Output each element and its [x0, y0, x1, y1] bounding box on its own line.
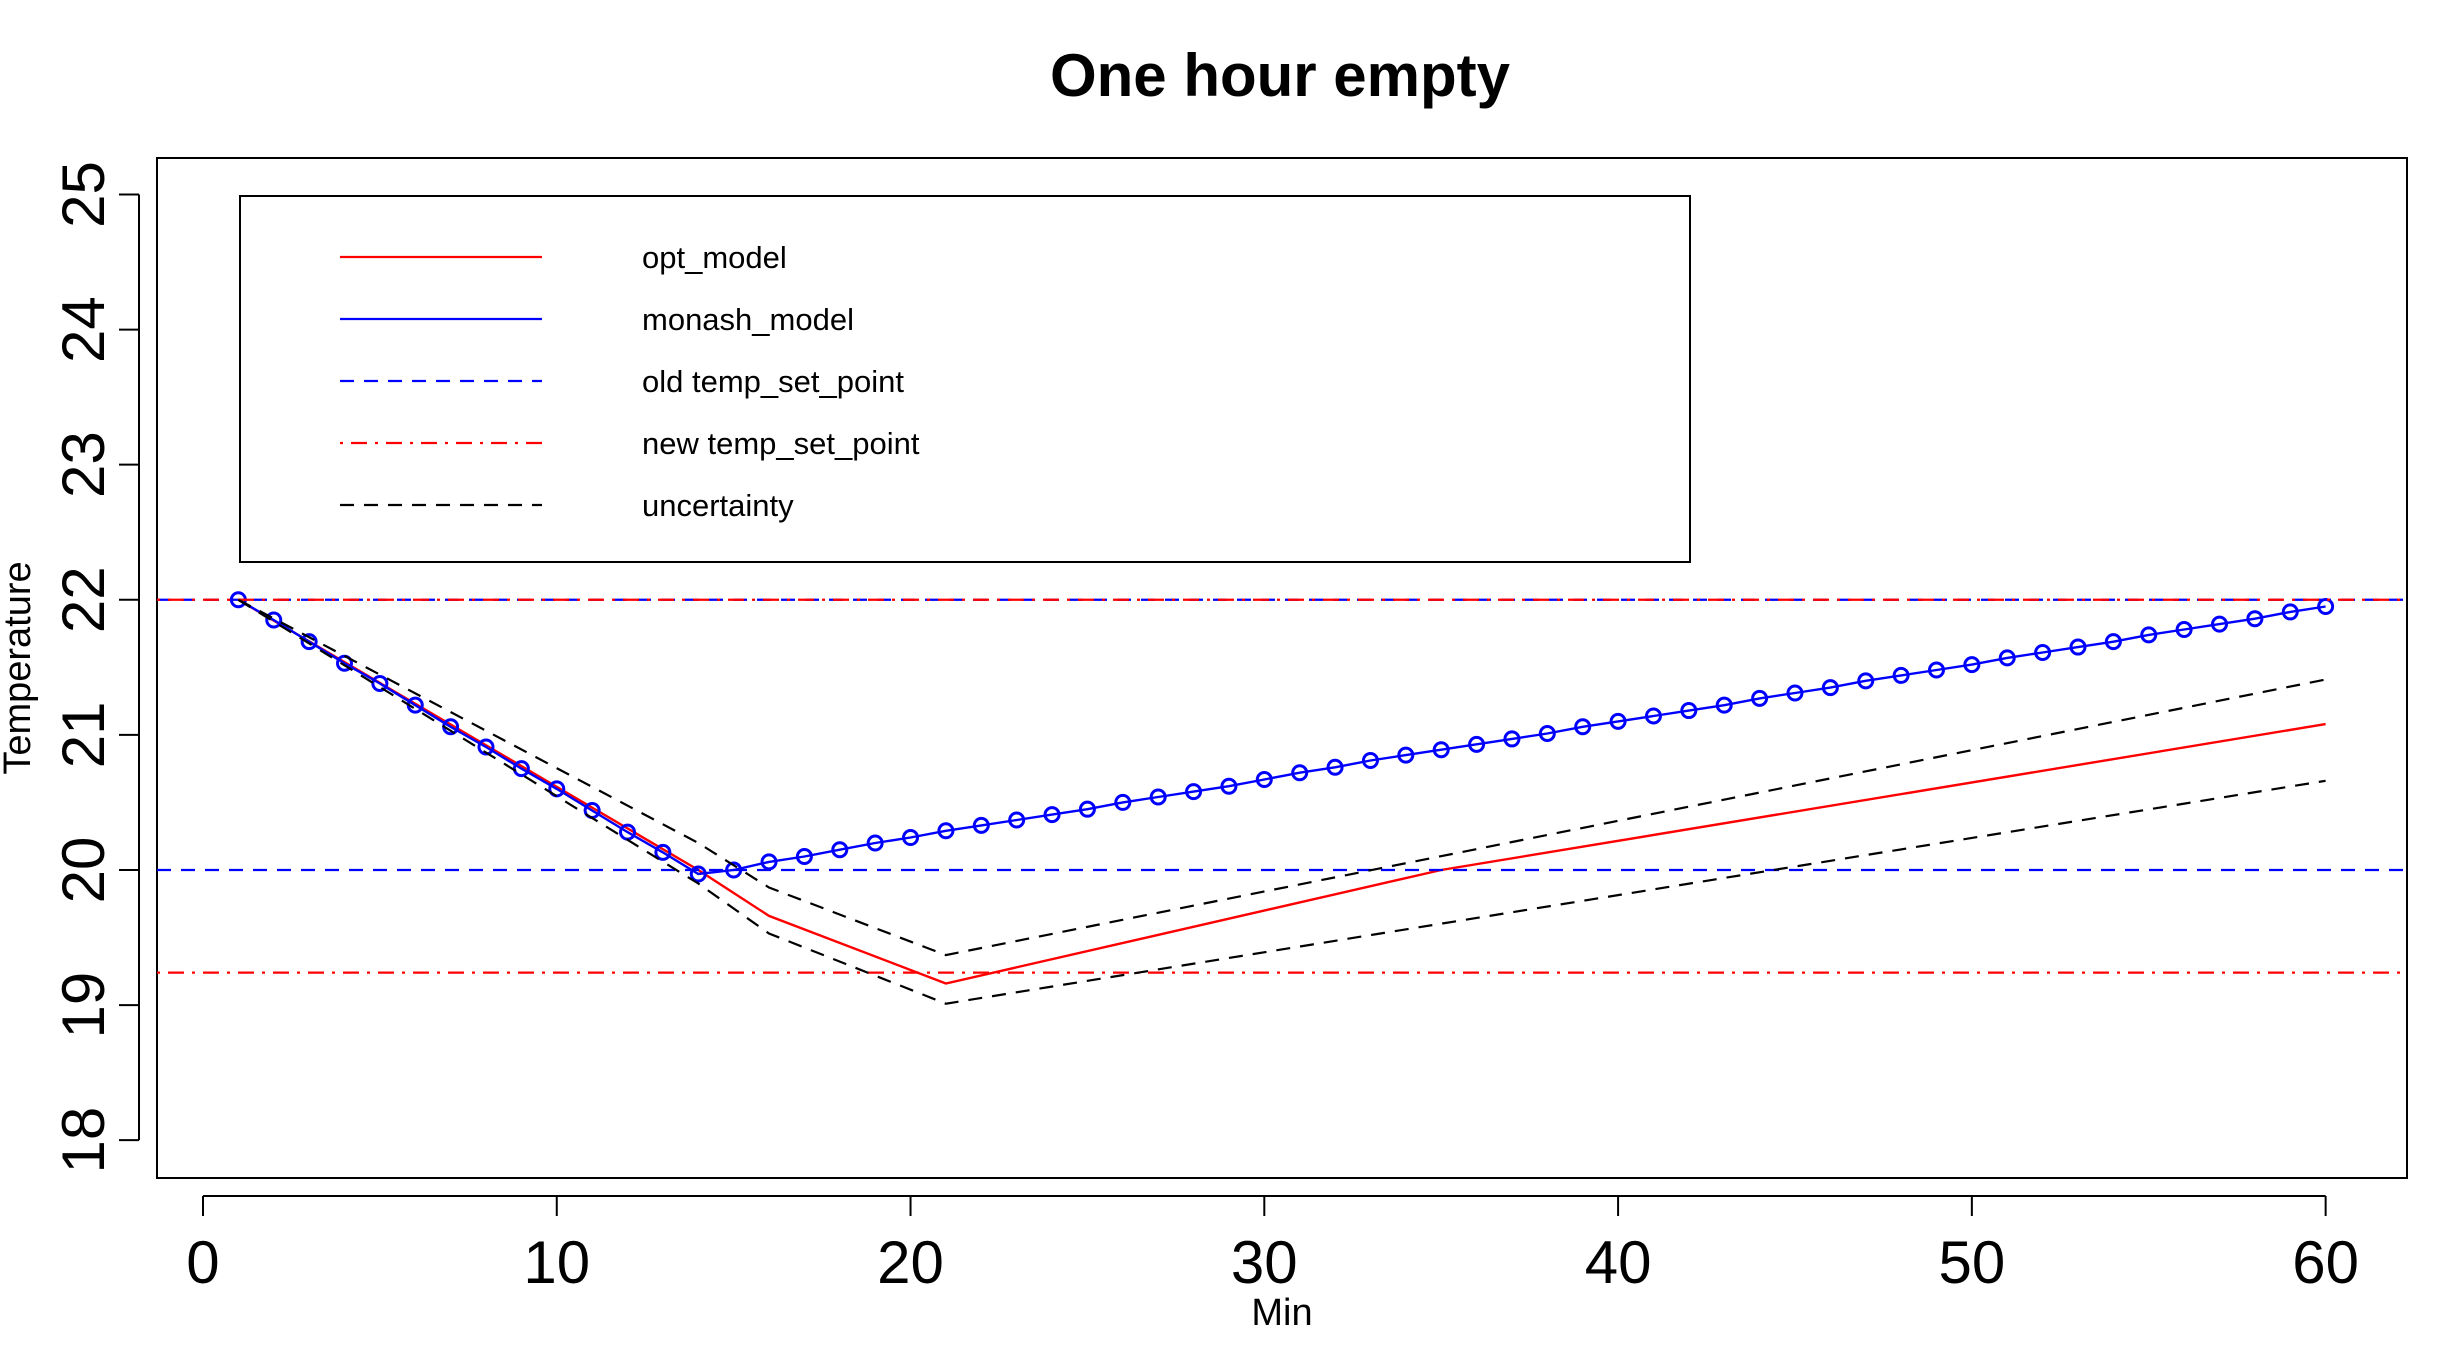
x-tick-label: 40 — [1585, 1229, 1652, 1296]
x-tick-label: 0 — [186, 1229, 219, 1296]
y-axis: 18 19 20 21 22 23 24 25 — [50, 161, 140, 1174]
data-point — [1892, 666, 1910, 684]
data-point — [1078, 800, 1096, 818]
data-point — [1751, 689, 1769, 707]
data-point — [1821, 679, 1839, 697]
plot-frame — [156, 157, 2408, 1179]
series-uncertainty — [237, 598, 2326, 1005]
y-tick-label: 21 — [50, 701, 117, 768]
y-tick-label: 19 — [50, 972, 117, 1039]
data-point — [760, 853, 778, 871]
y-tick-label: 25 — [50, 161, 117, 228]
data-point — [265, 611, 283, 629]
x-tick-label: 20 — [877, 1229, 944, 1296]
data-point — [2281, 603, 2299, 621]
legend-label: uncertainty — [642, 488, 794, 523]
x-axis-label: Min — [1251, 1292, 1312, 1334]
data-point — [1786, 684, 1804, 702]
data-point — [1927, 661, 1945, 679]
data-point — [1043, 806, 1061, 824]
data-point — [1255, 770, 1273, 788]
data-point — [1644, 707, 1662, 725]
data-point — [1185, 783, 1203, 801]
data-point — [1998, 649, 2016, 667]
x-axis: 0 10 20 30 40 50 60 — [186, 1195, 2359, 1296]
legend-label: new temp_set_point — [642, 426, 920, 461]
data-point — [512, 760, 530, 778]
data-point — [654, 843, 672, 861]
chart-title: One hour empty — [1050, 42, 1511, 109]
data-point — [1715, 696, 1733, 714]
data-point — [866, 834, 884, 852]
data-point — [1574, 718, 1592, 736]
series-new-temp-set-point — [157, 598, 2407, 974]
data-point — [1114, 793, 1132, 811]
series-line — [237, 598, 2326, 876]
data-point — [1857, 672, 1875, 690]
data-point — [2211, 615, 2228, 633]
y-tick-label: 24 — [50, 296, 117, 363]
data-point — [1008, 811, 1026, 829]
y-tick-label: 18 — [50, 1107, 117, 1174]
data-point — [1326, 758, 1344, 776]
data-point — [937, 822, 955, 840]
data-point — [1609, 712, 1627, 730]
data-point — [2140, 626, 2158, 644]
data-point — [689, 865, 707, 883]
data-point — [795, 847, 813, 865]
x-tick-label: 60 — [2292, 1229, 2359, 1296]
data-point — [371, 675, 389, 693]
legend-label: monash_model — [642, 302, 854, 337]
data-point — [300, 633, 318, 651]
data-point — [1680, 702, 1698, 720]
data-point — [2069, 638, 2087, 656]
data-point — [1432, 741, 1450, 759]
data-point — [2104, 633, 2122, 651]
y-tick-label: 22 — [50, 566, 117, 633]
y-tick-label: 20 — [50, 837, 117, 904]
x-tick-label: 10 — [523, 1229, 590, 1296]
legend-box — [239, 195, 1691, 563]
series-opt-model — [237, 598, 2326, 985]
data-point — [2034, 643, 2052, 661]
data-point — [1361, 752, 1379, 770]
x-tick-label: 50 — [1938, 1229, 2005, 1296]
data-point — [972, 816, 990, 834]
legend-label: old temp_set_point — [642, 364, 904, 399]
data-point — [831, 841, 849, 859]
series-layer — [157, 591, 2407, 1005]
data-point — [1538, 725, 1556, 743]
data-point — [1468, 735, 1486, 753]
uncertainty-line — [237, 598, 2326, 1005]
uncertainty-line — [237, 598, 2326, 957]
legend-label: opt_model — [642, 240, 787, 275]
data-point — [1291, 764, 1309, 782]
data-point — [1397, 746, 1415, 764]
series-line — [237, 598, 2326, 985]
data-point — [477, 738, 495, 756]
data-point — [2246, 610, 2264, 628]
series-monash-model — [229, 591, 2335, 883]
y-axis-label: Temperature — [0, 561, 39, 774]
y-tick-label: 23 — [50, 431, 117, 498]
data-point — [1149, 788, 1167, 806]
data-point — [902, 829, 920, 847]
data-point — [1963, 656, 1981, 674]
data-point — [1503, 730, 1521, 748]
x-tick-label: 30 — [1231, 1229, 1298, 1296]
data-point — [1220, 777, 1238, 795]
data-point — [2175, 620, 2193, 638]
